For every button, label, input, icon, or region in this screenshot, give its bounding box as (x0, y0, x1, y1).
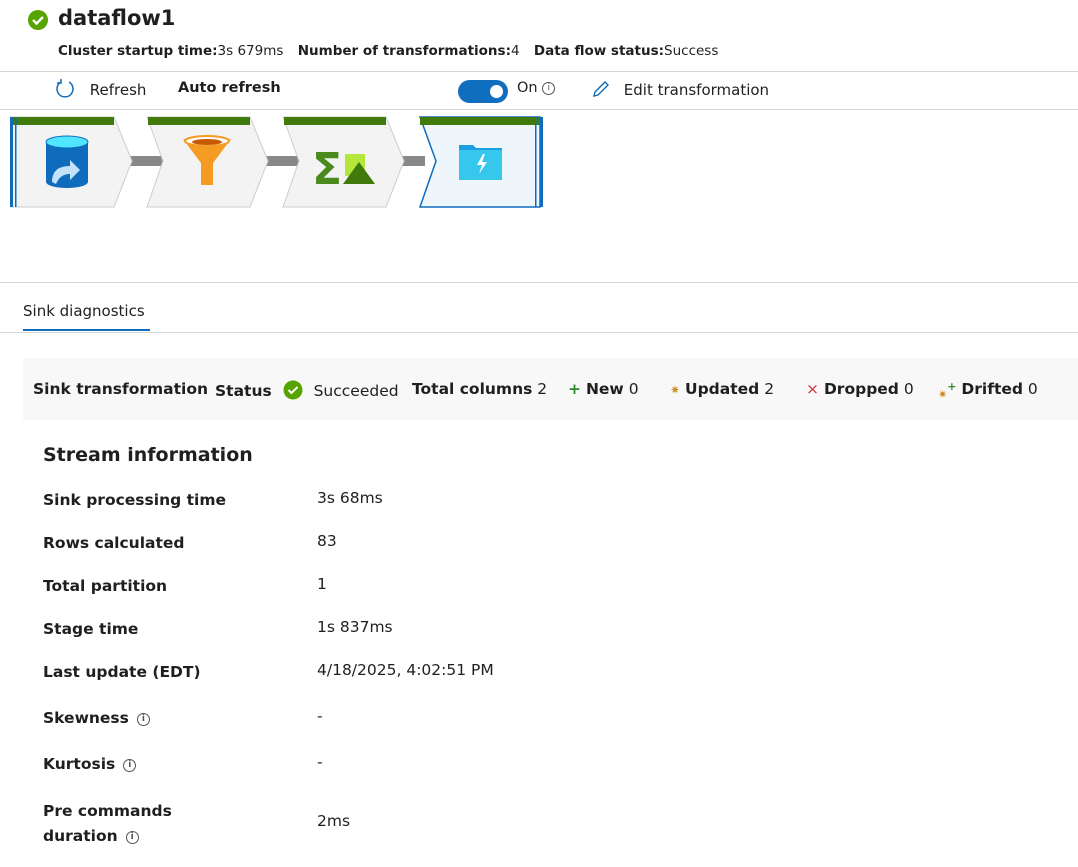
edit-label: Edit transformation (623, 81, 770, 99)
label-text: Sink processing time (43, 491, 226, 509)
stream-row-label: Kurtosis i (43, 752, 243, 777)
label-text: Skewness (43, 709, 129, 727)
stream-row-label: Last update (EDT) (43, 660, 243, 685)
updated-label: Updated (685, 380, 760, 398)
svg-text:Σ: Σ (312, 144, 342, 195)
pipeline-canvas: Σ (10, 116, 543, 208)
pipeline-node-aggregate[interactable]: Σ (282, 116, 405, 208)
cluster-startup-label: Cluster startup time: (58, 43, 218, 59)
transformations-value: 4 (510, 43, 520, 59)
stream-row-label: Pre commands duration i (43, 799, 183, 849)
info-icon[interactable]: i (123, 759, 137, 772)
sink-summary-bar: Sink transformation Status Succeeded Tot… (23, 358, 1078, 420)
stream-row-value: 4/18/2025, 4:02:51 PM (317, 661, 494, 679)
refresh-button[interactable]: Refresh (54, 78, 146, 100)
label-text: Stage time (43, 620, 139, 638)
auto-refresh-toggle[interactable] (458, 80, 508, 103)
dropped-value: 0 (903, 380, 914, 398)
status-label: Data flow status: (533, 43, 665, 59)
info-icon[interactable]: i (542, 82, 556, 95)
divider (0, 71, 1078, 72)
stream-row-label: Stage time (43, 617, 243, 642)
info-icon[interactable]: i (125, 831, 139, 844)
pipeline-node-source[interactable] (10, 116, 133, 208)
label-text: Rows calculated (43, 534, 185, 552)
auto-refresh-label: Auto refresh (178, 80, 281, 96)
stream-information-heading: Stream information (43, 444, 253, 466)
asterisk-icon: ✷ (670, 383, 681, 397)
divider (0, 282, 1078, 283)
plus-icon: + (568, 380, 581, 398)
total-columns-label: Total columns (412, 380, 533, 398)
status-label: Status (215, 382, 272, 400)
divider (0, 109, 1078, 110)
success-check-icon (28, 10, 48, 30)
dropped-label: Dropped (823, 380, 899, 398)
label-text: Last update (EDT) (43, 663, 201, 681)
stream-row-label: Total partition (43, 574, 243, 599)
label-text: Total partition (43, 577, 168, 595)
stream-row-value: 83 (317, 532, 337, 550)
new-label: New (585, 380, 624, 398)
label-text: Kurtosis (43, 755, 116, 773)
aggregate-icon: Σ (312, 144, 375, 195)
source-database-icon (45, 135, 89, 188)
stream-row-label: Sink processing time (43, 488, 243, 513)
success-check-icon (283, 380, 303, 400)
run-meta: Cluster startup time:3s 679ms Number of … (58, 43, 728, 59)
transformations-label: Number of transformations: (297, 43, 511, 59)
filter-funnel-icon (183, 135, 231, 185)
info-icon[interactable]: i (136, 713, 150, 726)
cluster-startup-value: 3s 679ms (217, 43, 284, 59)
pencil-icon (593, 81, 609, 97)
stream-row-label: Skewness i (43, 706, 243, 731)
updated-value: 2 (764, 380, 775, 398)
x-icon: × (806, 380, 819, 398)
page-title: dataflow1 (58, 6, 176, 30)
sink-folder-icon (459, 145, 502, 180)
pipeline-node-sink[interactable] (418, 116, 543, 208)
stream-row-value: - (317, 707, 323, 725)
divider (0, 332, 1078, 333)
status-value: Succeeded (313, 382, 399, 400)
new-value: 0 (628, 380, 639, 398)
stream-row-value: - (317, 753, 323, 771)
stream-row-value: 1s 837ms (317, 618, 393, 636)
total-columns-value: 2 (537, 380, 548, 398)
stream-row-value: 3s 68ms (317, 489, 383, 507)
refresh-label: Refresh (89, 81, 147, 99)
edit-transformation-button[interactable]: Edit transformation (591, 79, 769, 99)
refresh-icon (56, 79, 74, 98)
drifted-label: Drifted (961, 380, 1023, 398)
active-tab-indicator (23, 329, 150, 331)
drifted-value: 0 (1027, 380, 1038, 398)
drifted-icon: ✷+ (938, 380, 957, 401)
tab-sink-diagnostics[interactable]: Sink diagnostics (23, 302, 145, 320)
stream-row-label: Rows calculated (43, 531, 243, 556)
stream-row-value: 2ms (317, 812, 351, 830)
toggle-state: On (517, 80, 538, 96)
sink-transformation-label: Sink transformation (33, 380, 209, 398)
pipeline-node-filter[interactable] (146, 116, 269, 208)
status-value: Success (664, 43, 719, 59)
stream-row-value: 1 (317, 575, 327, 593)
label-text: Pre commands duration (43, 802, 172, 845)
